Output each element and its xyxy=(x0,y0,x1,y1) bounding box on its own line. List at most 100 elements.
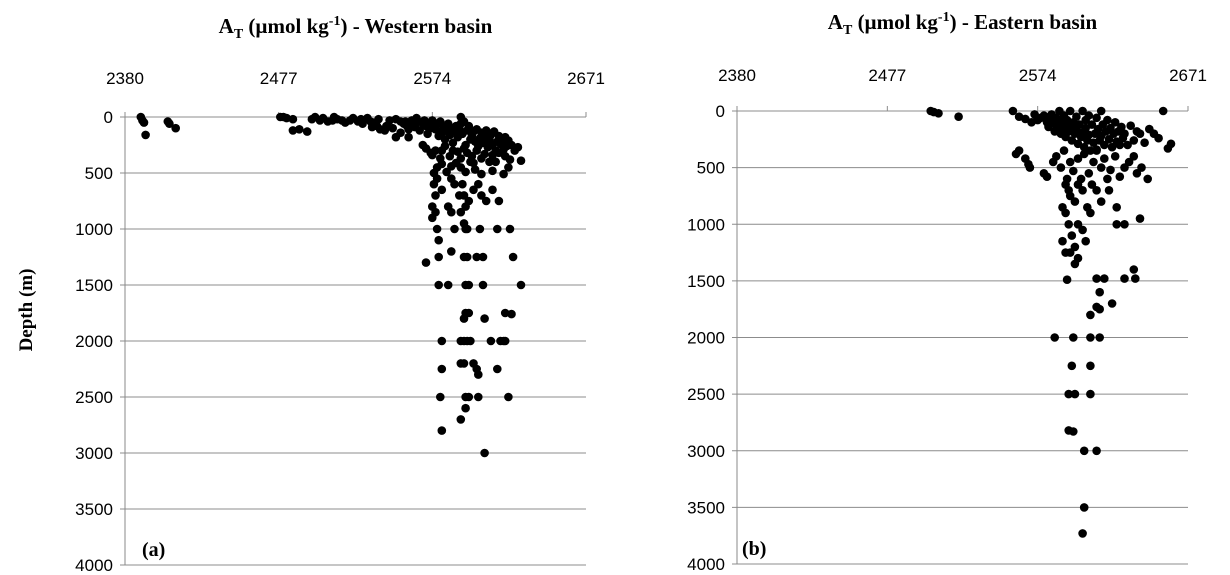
data-point xyxy=(1078,106,1087,116)
x-tick-label: 2574 xyxy=(1019,66,1057,85)
data-point xyxy=(480,448,489,458)
x-tick-label: 2671 xyxy=(567,69,605,88)
data-point xyxy=(1154,133,1163,143)
data-point xyxy=(461,167,470,177)
y-tick-label: 0 xyxy=(104,108,113,127)
data-point xyxy=(1087,120,1097,129)
x-tick-label: 2477 xyxy=(260,69,298,88)
y-tick-label: 500 xyxy=(85,164,113,183)
data-point xyxy=(288,126,298,135)
panel-label: (a) xyxy=(142,539,165,561)
data-point xyxy=(1103,115,1112,125)
data-point xyxy=(1078,225,1087,235)
y-tick-label: 3000 xyxy=(75,444,113,463)
chart-title: AT (µmol kg-1) - Western basin xyxy=(219,14,493,42)
data-point xyxy=(1112,203,1121,212)
data-point xyxy=(1069,166,1078,176)
data-point xyxy=(1103,174,1112,184)
data-point xyxy=(1065,157,1075,167)
data-point xyxy=(516,280,526,290)
data-point xyxy=(1081,236,1090,246)
data-point xyxy=(1086,333,1095,342)
data-point xyxy=(1065,106,1075,116)
data-point xyxy=(1107,299,1117,308)
data-point xyxy=(1025,163,1035,172)
data-point xyxy=(505,224,515,234)
data-point xyxy=(472,146,482,155)
data-point xyxy=(1124,157,1134,167)
data-point xyxy=(508,252,518,262)
data-point xyxy=(1072,112,1081,121)
data-point xyxy=(450,179,459,189)
y-tick-label: 4000 xyxy=(75,556,113,575)
data-point xyxy=(488,166,497,176)
data-point xyxy=(450,224,459,234)
data-point xyxy=(494,196,504,206)
data-point xyxy=(1067,231,1077,240)
data-point xyxy=(1079,149,1089,159)
data-point xyxy=(516,156,526,165)
data-point xyxy=(440,141,450,151)
data-point xyxy=(934,109,943,118)
data-points xyxy=(926,106,1176,538)
data-point xyxy=(1008,106,1018,116)
data-point xyxy=(1095,333,1104,342)
x-tick-label: 2380 xyxy=(718,66,756,85)
data-point xyxy=(434,235,444,245)
data-point xyxy=(456,154,466,163)
data-point xyxy=(1086,310,1095,320)
data-point xyxy=(500,336,510,346)
data-point xyxy=(1143,174,1152,184)
data-point xyxy=(1064,220,1073,229)
data-point xyxy=(1110,152,1120,161)
data-point xyxy=(474,392,483,402)
chart-title: AT (µmol kg-1) - Eastern basin xyxy=(828,10,1098,38)
data-point xyxy=(421,258,431,267)
data-point xyxy=(456,207,466,217)
data-point xyxy=(464,280,474,290)
data-point xyxy=(453,147,463,156)
data-point xyxy=(472,252,482,262)
data-point xyxy=(486,336,496,346)
data-point xyxy=(1087,180,1097,189)
data-point xyxy=(171,123,180,133)
data-point xyxy=(139,118,149,127)
data-point xyxy=(1126,121,1135,130)
data-point xyxy=(459,314,469,323)
data-point xyxy=(1120,274,1129,283)
data-point xyxy=(1092,274,1101,283)
data-point xyxy=(1084,111,1094,120)
data-point xyxy=(464,308,474,318)
data-point xyxy=(1065,191,1075,201)
data-point xyxy=(302,127,312,136)
data-point xyxy=(485,157,494,167)
data-point xyxy=(1092,302,1101,312)
y-tick-label: 2000 xyxy=(75,332,113,351)
data-point xyxy=(507,309,516,319)
y-tick-label: 1500 xyxy=(687,272,725,291)
data-point xyxy=(1084,169,1094,178)
data-point xyxy=(462,224,472,234)
data-point xyxy=(432,224,442,234)
data-point xyxy=(466,336,475,346)
data-point xyxy=(1120,129,1129,138)
data-point xyxy=(493,364,502,374)
data-point xyxy=(1117,122,1126,132)
data-point xyxy=(1052,152,1061,161)
data-point xyxy=(459,359,469,368)
data-point xyxy=(461,403,470,413)
data-point xyxy=(466,157,475,167)
data-point xyxy=(1095,287,1104,297)
y-tick-label: 4000 xyxy=(687,555,725,574)
data-point xyxy=(1086,389,1095,399)
data-point xyxy=(437,185,447,195)
data-point xyxy=(443,280,453,290)
data-point xyxy=(436,392,445,402)
data-point xyxy=(491,157,501,167)
data-point xyxy=(1086,361,1095,371)
data-point xyxy=(1096,197,1106,206)
data-point xyxy=(437,159,447,169)
grid-lines xyxy=(120,112,587,566)
data-point xyxy=(374,114,383,124)
